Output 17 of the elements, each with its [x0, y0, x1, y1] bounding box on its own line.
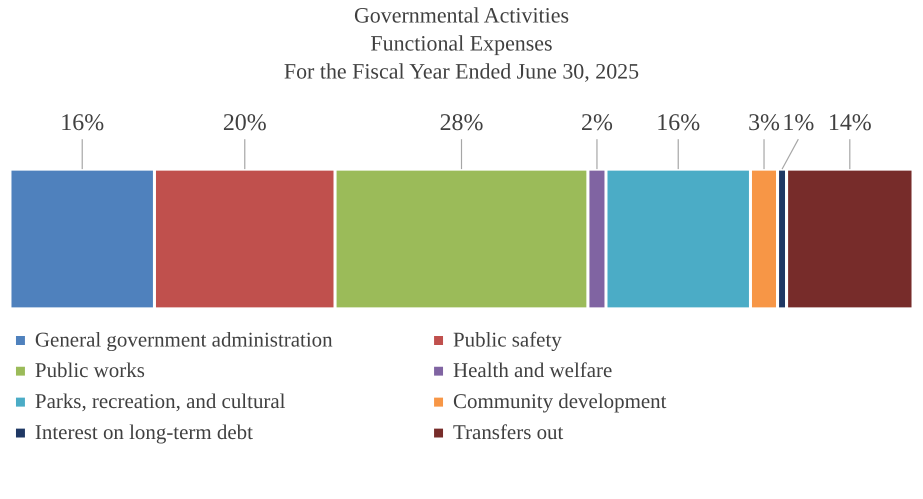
data-label: 3%: [748, 110, 780, 136]
legend-label: Public works: [34, 358, 145, 382]
data-label: 16%: [60, 110, 104, 136]
data-label: 14%: [828, 110, 872, 136]
legend-label: Health and welfare: [453, 358, 612, 382]
chart-title: Governmental Activities Functional Expenses For the Fiscal Year Ended June 30, 2025: [284, 2, 640, 84]
legend-label: Transfers out: [453, 420, 564, 444]
legend-label: Parks, recreation, and cultural: [34, 389, 286, 414]
data-label: 20%: [222, 110, 267, 136]
data-label: 2%: [580, 110, 613, 136]
legend-label: Public safety: [453, 327, 562, 352]
legend-label: Community development: [453, 389, 667, 414]
data-label: 1%: [782, 110, 814, 136]
data-label: 16%: [656, 110, 700, 136]
legend-label: General government administration: [34, 327, 334, 352]
data-label: 28%: [440, 110, 484, 136]
legend-label: Interest on long-term debt: [34, 420, 254, 444]
